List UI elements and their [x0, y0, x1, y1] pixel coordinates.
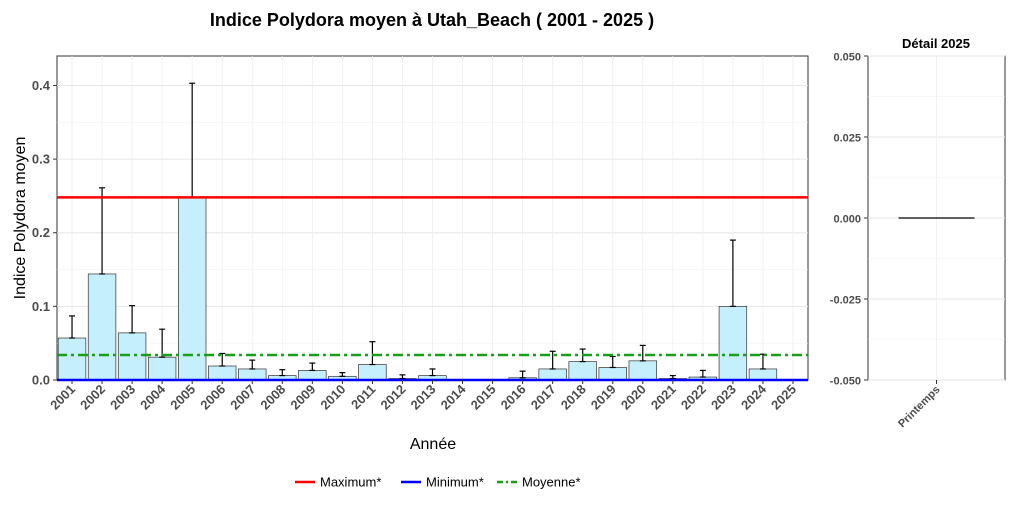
bar: [178, 197, 207, 381]
detail-y-tick-label: 0.025: [833, 133, 861, 145]
bar: [208, 365, 237, 381]
x-tick-label: 2014: [438, 381, 470, 413]
main-bars: [57, 197, 778, 381]
x-tick-label: 2004: [137, 381, 169, 413]
detail-y-ticks: 0.050 0.025 0.000 -0.025 -0.050: [830, 52, 868, 388]
x-tick-label: 2005: [167, 382, 198, 413]
x-tick-label: 2002: [77, 382, 108, 413]
x-tick-label: 2025: [768, 382, 799, 413]
x-tick-label: 2024: [738, 381, 770, 413]
x-tick-label: 2023: [708, 382, 739, 413]
detail-title: Détail 2025: [902, 36, 970, 51]
detail-y-tick-label: -0.025: [830, 295, 861, 307]
x-tick-label: 2010: [317, 382, 348, 413]
y-tick-label: 0.2: [32, 225, 50, 240]
x-tick-label: 2001: [47, 382, 78, 413]
bar: [57, 337, 87, 381]
x-tick-label: 2006: [197, 382, 228, 413]
x-tick-label: 2015: [468, 382, 499, 413]
bar: [628, 360, 657, 381]
legend-label: Moyenne*: [522, 475, 581, 490]
bar: [87, 273, 117, 381]
x-axis-label: Année: [410, 436, 456, 453]
x-tick-label: 2016: [498, 382, 529, 413]
x-tick-label: 2008: [257, 382, 288, 413]
y-tick-label: 0.3: [32, 152, 50, 167]
x-tick-label: 2020: [618, 382, 649, 413]
legend-label: Maximum*: [320, 475, 381, 490]
x-tick-label: 2003: [107, 382, 138, 413]
y-tick-label: 0.0: [32, 373, 50, 388]
bar: [538, 368, 567, 381]
main-x-ticks: 2001200220032004200520062007200820092010…: [47, 380, 799, 413]
detail-x-ticks: Printemps: [896, 380, 943, 430]
main-error-bars: [69, 82, 766, 380]
bar: [117, 332, 147, 381]
detail-y-tick-label: 0.000: [833, 214, 861, 226]
bar: [718, 306, 748, 381]
bar: [358, 364, 387, 381]
main-y-ticks: 0.0 0.1 0.2 0.3 0.4: [32, 78, 57, 388]
detail-y-tick-label: -0.050: [830, 376, 861, 388]
bar: [568, 361, 597, 381]
x-tick-label: 2018: [558, 382, 589, 413]
bar: [147, 356, 177, 381]
y-tick-label: 0.1: [32, 299, 50, 314]
x-tick-label: 2022: [678, 382, 709, 413]
detail-plot-panel: Détail 2025 0.0500.0250.000-0.025-0.050 …: [830, 36, 1006, 430]
x-tick-label: 2007: [227, 382, 258, 413]
x-tick-label: 2019: [588, 382, 619, 413]
y-axis-label: Indice Polydora moyen: [12, 137, 29, 300]
bar: [748, 368, 778, 381]
legend-label: Minimum*: [426, 475, 484, 490]
bar: [298, 370, 327, 381]
x-tick-label: 2021: [648, 382, 679, 413]
x-tick-label: 2013: [408, 382, 439, 413]
chart-title: Indice Polydora moyen à Utah_Beach ( 200…: [210, 10, 654, 30]
main-grid: [57, 56, 808, 381]
bar: [598, 367, 627, 381]
legend: Maximum* Minimum* Moyenne*: [295, 475, 581, 490]
detail-y-tick-label: 0.050: [833, 52, 861, 64]
main-plot-panel: 0.0 0.1 0.2 0.3 0.4 200120022003200420052006…: [32, 55, 809, 413]
y-tick-label: 0.4: [32, 78, 51, 93]
x-tick-label: 2009: [287, 382, 318, 413]
detail-x-tick-label: Printemps: [896, 384, 943, 431]
bar: [238, 368, 267, 381]
x-tick-label: 2011: [348, 382, 379, 413]
x-tick-label: 2012: [378, 382, 409, 413]
x-tick-label: 2017: [528, 382, 559, 413]
